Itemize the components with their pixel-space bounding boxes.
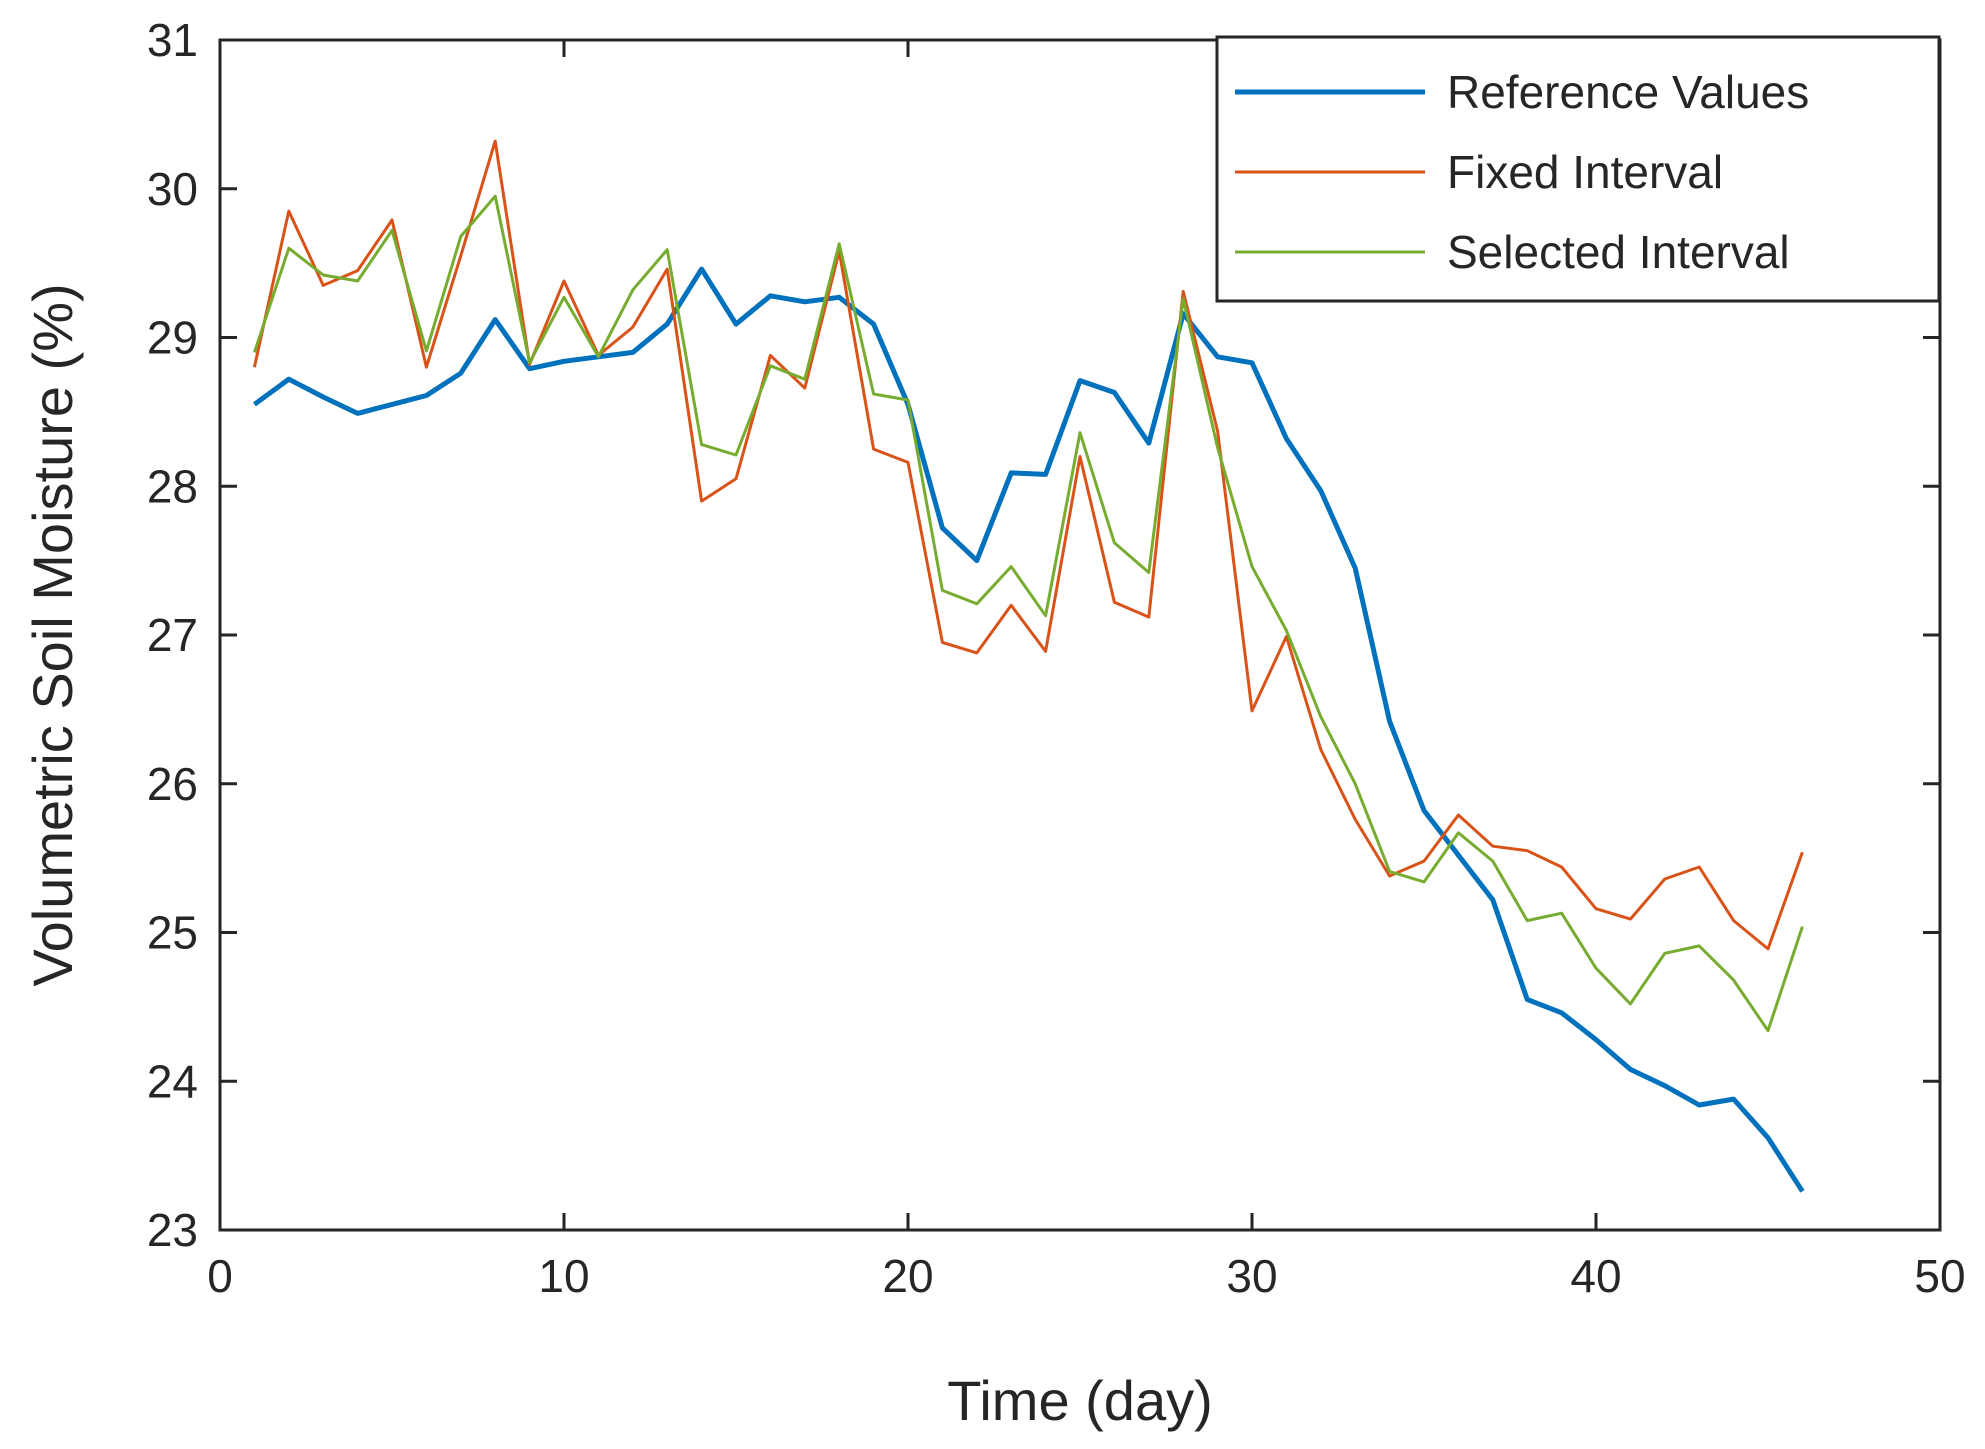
- legend: Reference Values Fixed Interval Selected I…: [1215, 35, 1941, 303]
- series-lines: [252, 139, 1805, 1193]
- legend-entries: Reference Values Fixed Interval Selected I…: [1235, 66, 1809, 278]
- y-tick-labels: 23 24 25 26 27 28 29 30 31: [147, 14, 198, 1256]
- series-line-selected-interval: [252, 194, 1804, 1033]
- y-tick-label: 28: [147, 460, 198, 512]
- x-tick-label: 30: [1226, 1250, 1277, 1302]
- series-line-reference-values: [252, 266, 1805, 1193]
- y-tick-label: 25: [147, 907, 198, 959]
- legend-label-selected-interval: Selected Interval: [1447, 226, 1790, 278]
- series-line-fixed-interval: [252, 139, 1804, 951]
- legend-label-fixed-interval: Fixed Interval: [1447, 146, 1723, 198]
- y-tick-label: 30: [147, 163, 198, 215]
- x-tick-label: 0: [207, 1250, 233, 1302]
- y-tick-label: 31: [147, 14, 198, 66]
- x-axis-title: Time (day): [947, 1369, 1213, 1432]
- x-tick-label: 10: [538, 1250, 589, 1302]
- y-tick-label: 27: [147, 609, 198, 661]
- legend-box: [1215, 35, 1941, 303]
- y-tick-label: 23: [147, 1204, 198, 1256]
- x-tick-labels: 0 10 20 30 40 50: [207, 1250, 1965, 1302]
- y-axis-title: Volumetric Soil Moisture (%): [21, 283, 84, 986]
- y-tick-label: 26: [147, 758, 198, 810]
- legend-label-reference-values: Reference Values: [1447, 66, 1809, 118]
- y-tick-label: 29: [147, 312, 198, 364]
- x-tick-label: 40: [1570, 1250, 1621, 1302]
- x-tick-label: 20: [882, 1250, 933, 1302]
- y-tick-label: 24: [147, 1055, 198, 1107]
- x-tick-label: 50: [1914, 1250, 1965, 1302]
